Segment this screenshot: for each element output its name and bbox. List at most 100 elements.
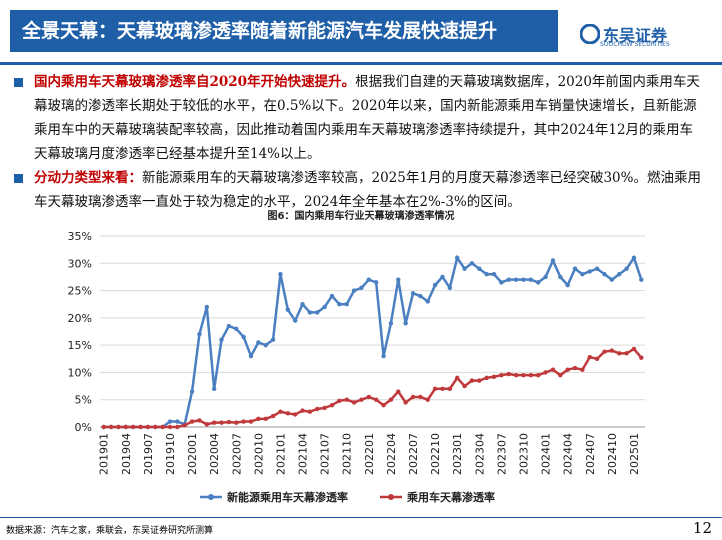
data-point: [167, 419, 173, 424]
data-point: [462, 266, 467, 271]
bullet-lead: 国内乘用车天幕玻璃渗透率自2020年开始快速提升。: [34, 74, 356, 90]
data-point: [226, 323, 232, 329]
x-tick-label: 202201: [363, 433, 376, 475]
data-point: [337, 398, 342, 404]
x-tick-label: 202401: [540, 433, 553, 475]
data-point: [248, 353, 254, 359]
header: 全景天幕：天幕玻璃渗透率随着新能源汽车发展快速提升 东吴证券 SOOCHOW S…: [0, 0, 722, 62]
data-point: [499, 372, 504, 378]
data-point: [587, 354, 592, 360]
data-point: [506, 277, 511, 282]
data-point: [462, 383, 467, 389]
data-point: [322, 304, 327, 310]
data-point: [373, 280, 379, 285]
footer: 数据来源：汽车之家，乘联会，东吴证券研究所测算 12: [0, 517, 722, 540]
x-tick-label: 202004: [208, 433, 221, 475]
bullet: 分动力类型来看：新能源乘用车的天幕玻璃渗透率较高，2025年1月的月度天幕渗透率…: [14, 166, 704, 214]
chart-title: 图6：国内乘用车行业天幕玻璃渗透率情况: [268, 209, 455, 222]
data-point: [373, 397, 379, 402]
data-point: [469, 261, 475, 266]
data-point: [513, 277, 519, 282]
data-point: [167, 424, 173, 430]
data-point: [256, 416, 261, 422]
data-point: [410, 394, 416, 400]
data-point: [594, 356, 600, 361]
data-point: [499, 280, 504, 285]
data-point: [543, 370, 548, 375]
data-point: [219, 420, 224, 425]
slide-title: 全景天幕：天幕玻璃渗透率随着新能源汽车发展快速提升: [10, 10, 558, 52]
data-point: [211, 386, 217, 391]
x-tick-label: 201907: [142, 433, 155, 475]
data-point: [130, 424, 136, 430]
data-point: [270, 337, 276, 342]
data-point: [256, 340, 261, 345]
data-point: [594, 266, 600, 271]
data-point: [580, 367, 585, 372]
data-point: [366, 394, 372, 400]
x-tick-label: 201901: [98, 433, 111, 475]
data-point: [513, 372, 519, 378]
legend-marker: [388, 494, 394, 500]
data-point: [587, 269, 592, 274]
data-point: [484, 272, 489, 277]
data-point: [307, 409, 313, 414]
y-tick-label: 10%: [68, 366, 92, 379]
data-point: [418, 394, 423, 400]
data-point: [639, 277, 644, 282]
data-point: [197, 418, 202, 423]
series-line: [103, 254, 643, 429]
bullet-text: 根据我们自建的天幕玻璃数据库，2020年前国内乘用车天幕玻璃的渗透率长期处于较低…: [34, 74, 700, 162]
data-point: [329, 402, 335, 408]
data-point: [602, 349, 607, 354]
x-tick-label: 202501: [628, 433, 641, 475]
data-point: [410, 291, 416, 296]
logo-sub: SOOCHOW SECURITIES: [600, 41, 670, 48]
data-point: [432, 282, 438, 288]
data-point: [351, 288, 357, 293]
y-tick-label: 25%: [68, 285, 92, 298]
data-point: [153, 424, 158, 430]
data-point: [292, 412, 298, 417]
bullet: 国内乘用车天幕玻璃渗透率自2020年开始快速提升。根据我们自建的天幕玻璃数据库，…: [14, 70, 704, 166]
data-point: [440, 274, 445, 280]
data-point: [477, 378, 482, 383]
x-tick-label: 202301: [451, 433, 464, 475]
data-point: [263, 416, 268, 422]
x-tick-label: 202104: [297, 433, 310, 475]
y-tick-label: 15%: [68, 339, 92, 352]
data-point: [270, 413, 276, 419]
data-point: [241, 419, 246, 424]
data-point: [337, 302, 342, 307]
data-point: [565, 367, 570, 372]
x-tick-label: 202107: [319, 433, 332, 475]
data-point: [359, 397, 364, 402]
data-point: [123, 424, 128, 430]
data-point: [477, 266, 482, 271]
data-point: [204, 304, 209, 310]
data-point: [454, 255, 460, 261]
data-point: [491, 272, 497, 277]
data-point: [145, 424, 151, 430]
logo: 东吴证券: [603, 26, 668, 45]
data-point: [234, 420, 239, 425]
source: 数据来源：汽车之家，乘联会，东吴证券研究所测算: [6, 526, 214, 536]
series-line: [103, 347, 643, 429]
data-point: [418, 293, 423, 299]
data-point: [182, 423, 187, 428]
data-point: [292, 318, 298, 323]
x-tick-label: 202101: [274, 433, 287, 475]
data-point: [278, 409, 283, 414]
data-point: [359, 285, 364, 291]
x-tick-label: 202207: [407, 433, 420, 475]
data-point: [550, 258, 556, 263]
data-point: [381, 402, 386, 408]
data-point: [108, 424, 114, 430]
data-point: [219, 337, 224, 342]
data-point: [484, 375, 489, 381]
data-point: [491, 374, 497, 379]
data-point: [639, 355, 644, 360]
data-point: [521, 372, 526, 378]
y-tick-label: 20%: [68, 312, 92, 325]
data-point: [388, 397, 394, 402]
